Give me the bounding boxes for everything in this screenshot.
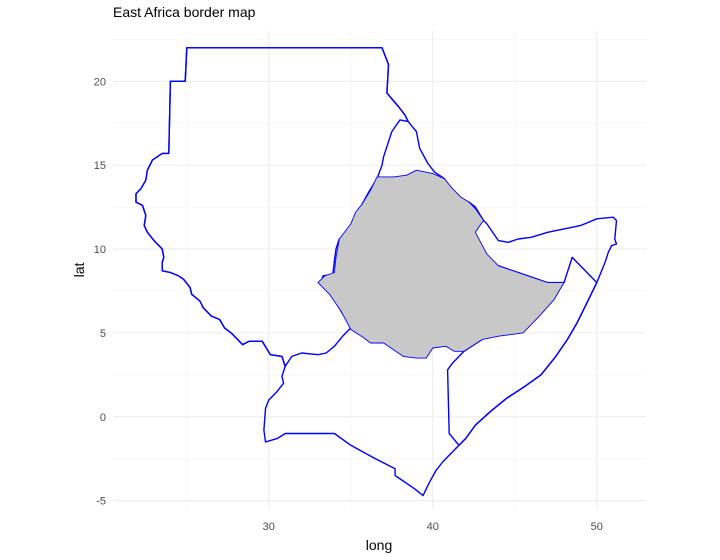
- y-axis-ticks: -5 0 5 10 15 20: [94, 76, 106, 507]
- x-tick-label: 50: [591, 521, 603, 533]
- x-tick-label: 30: [263, 521, 275, 533]
- chart-title: East Africa border map: [113, 4, 256, 20]
- y-tick-label: -5: [96, 496, 106, 508]
- y-tick-label: 15: [94, 160, 106, 172]
- grid: [113, 31, 646, 509]
- y-tick-label: 5: [100, 328, 106, 340]
- y-tick-label: 20: [94, 76, 106, 88]
- x-tick-label: 40: [427, 521, 439, 533]
- x-axis-ticks: 30 40 50: [263, 521, 603, 533]
- y-axis-label: lat: [71, 263, 87, 278]
- regions: [135, 47, 618, 497]
- y-tick-label: 0: [100, 412, 106, 424]
- y-tick-label: 10: [94, 244, 106, 256]
- region-center-highlighted: [317, 169, 565, 359]
- x-axis-label: long: [366, 537, 392, 553]
